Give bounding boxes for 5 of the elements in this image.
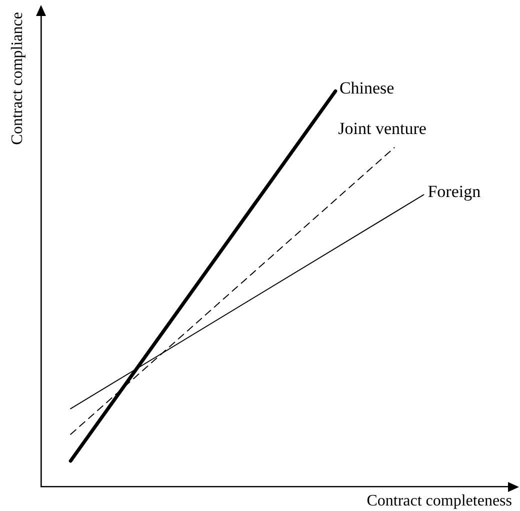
series-label: Joint venture xyxy=(338,119,426,138)
x-axis-title: Contract completeness xyxy=(366,492,512,510)
series-label: Foreign xyxy=(428,182,482,202)
series-label: Chinese xyxy=(339,78,394,98)
y-axis-title: Contract compliance xyxy=(8,12,26,145)
